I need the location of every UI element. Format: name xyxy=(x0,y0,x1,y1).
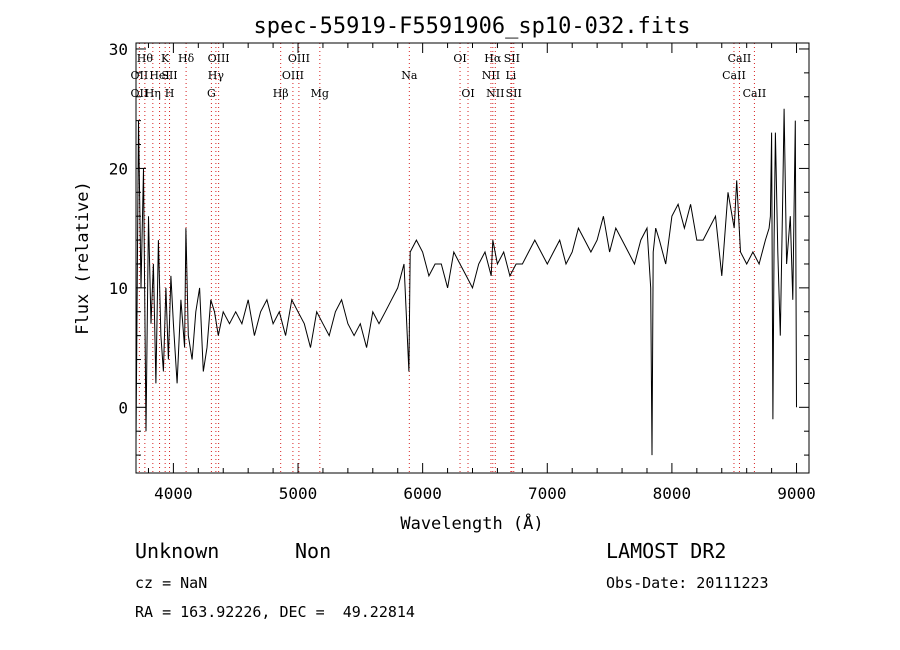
line-label: OIII xyxy=(288,52,310,65)
line-label: SII xyxy=(161,69,177,82)
x-tick-label: 4000 xyxy=(154,484,193,503)
line-label: K xyxy=(161,52,170,65)
line-label: Hα xyxy=(484,52,502,65)
line-label: G xyxy=(207,87,216,100)
line-label: NII xyxy=(486,87,504,100)
line-label: Hβ xyxy=(273,87,289,100)
line-label: HeI xyxy=(149,69,169,82)
line-label: CaII xyxy=(728,52,752,65)
survey-label: LAMOST DR2 xyxy=(606,539,727,563)
x-axis: 4000 5000 6000 7000 8000 9000 xyxy=(147,43,816,503)
line-label: OIII xyxy=(282,69,304,82)
line-label: Li xyxy=(505,69,516,82)
line-label: CaII xyxy=(722,69,746,82)
x-tick-label: 7000 xyxy=(528,484,567,503)
line-label: NII xyxy=(482,69,500,82)
x-tick-label: 8000 xyxy=(653,484,692,503)
subclass-label: Non xyxy=(295,539,332,563)
emission-line-labels: OII OII Hθ Hη HeI K SII H Hδ OIII Hγ G Hβ OIII OIII Mg N… xyxy=(131,52,767,100)
line-label: OII xyxy=(131,87,149,100)
y-tick-label: 20 xyxy=(109,159,128,178)
line-label: H xyxy=(165,87,175,100)
y-axis-label: Flux (relative) xyxy=(73,181,93,335)
coordinates-label: RA = 163.92226, DEC = 49.22814 xyxy=(135,603,415,621)
y-axis: 0 10 20 30 xyxy=(109,40,809,456)
line-label: Hη xyxy=(145,87,161,100)
line-label: Mg xyxy=(311,87,329,100)
obs-date-label: Obs-Date: 20111223 xyxy=(606,574,769,592)
line-label: OIII xyxy=(208,52,230,65)
redshift-label: cz = NaN xyxy=(135,574,208,592)
y-tick-label: 10 xyxy=(109,279,128,298)
y-tick-label: 0 xyxy=(118,398,128,417)
chart-title: spec-55919-F5591906_sp10-032.fits xyxy=(253,14,690,39)
plot-frame xyxy=(135,42,810,474)
line-label: SII xyxy=(506,87,522,100)
line-label: OII xyxy=(131,69,149,82)
y-tick-label: 30 xyxy=(109,40,128,59)
x-tick-label: 6000 xyxy=(403,484,442,503)
line-label: Hγ xyxy=(208,69,225,82)
line-label: Hδ xyxy=(178,52,195,65)
line-label: Na xyxy=(401,69,418,82)
line-label: Hθ xyxy=(137,52,154,65)
class-label: Unknown xyxy=(135,539,220,563)
emission-line-markers xyxy=(138,43,755,473)
line-label: CaII xyxy=(743,87,767,100)
spectrum-series-line xyxy=(135,108,797,456)
line-label: SII xyxy=(504,52,520,65)
line-label: OI xyxy=(461,87,474,100)
x-axis-label: Wavelength (Å) xyxy=(400,512,543,534)
line-label: OI xyxy=(453,52,466,65)
x-tick-label: 5000 xyxy=(279,484,318,503)
x-tick-label: 9000 xyxy=(777,484,816,503)
